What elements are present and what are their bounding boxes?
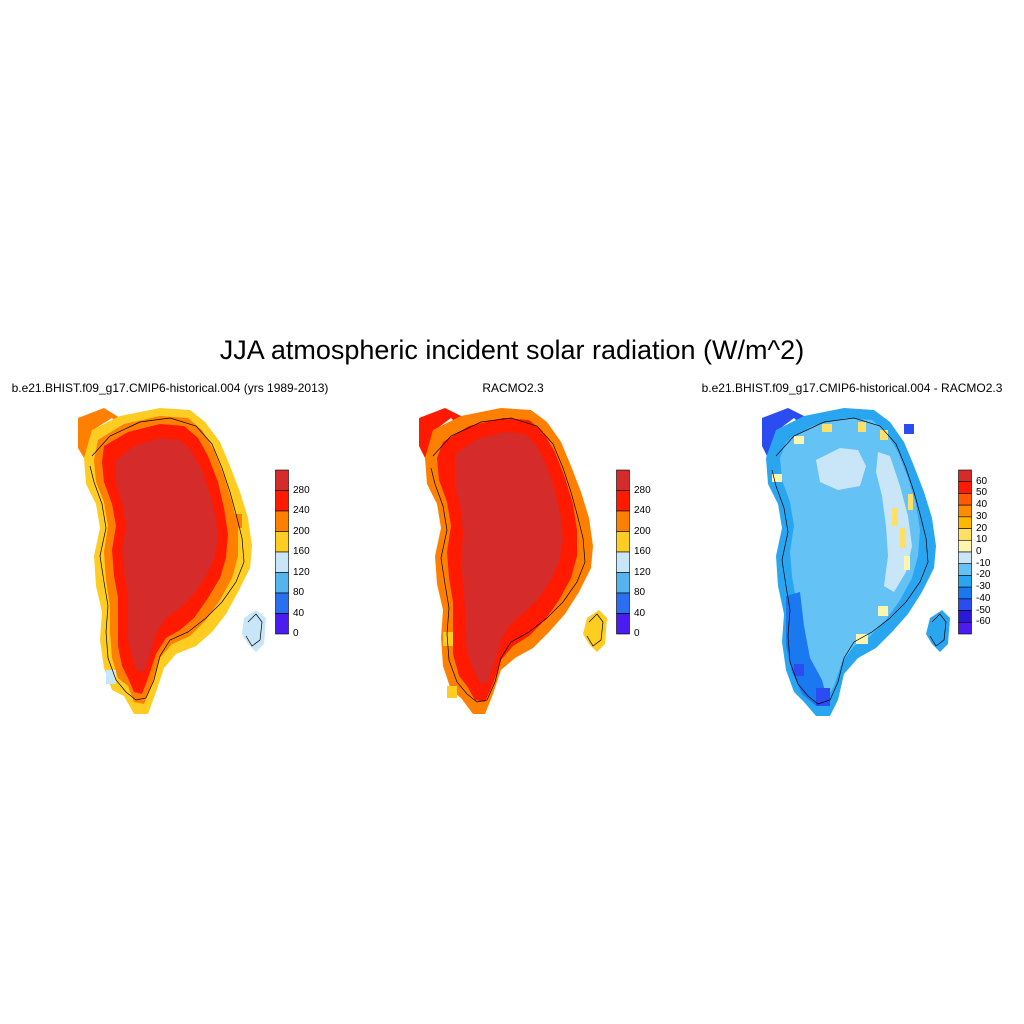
panel-model: b.e21.BHIST.f09_g17.CMIP6-historical.004… <box>0 380 340 720</box>
greenland-map-model <box>78 408 266 714</box>
coastline-difference <box>771 417 929 705</box>
colorbar-swatch <box>958 610 972 623</box>
colorbar-tick-label: 160 <box>634 546 651 557</box>
colorbar-swatch <box>616 592 630 614</box>
map-region-interior-max <box>455 432 563 684</box>
panel-difference: b.e21.BHIST.f09_g17.CMIP6-historical.004… <box>682 380 1022 720</box>
colorbar-swatch <box>616 531 630 553</box>
colorbar-swatch <box>958 586 972 600</box>
colorbar-model: 280 240 200 160 120 80 40 0 <box>275 468 335 639</box>
colorbar-tick-label: -20 <box>976 569 991 581</box>
panel-racmo: RACMO2.3 280 240 200 160 120 80 40 0 <box>343 380 683 720</box>
colorbar-swatch <box>275 613 289 635</box>
figure-title: JJA atmospheric incident solar radiation… <box>219 335 805 365</box>
colorbar-swatch <box>275 572 289 594</box>
colorbar-swatch <box>616 572 630 594</box>
colorbar-swatch <box>275 490 289 512</box>
greenland-map-racmo <box>419 408 607 714</box>
colorbar-tick-label: 200 <box>293 525 310 537</box>
colorbar-difference: 60 50 40 30 20 10 0 -10 -20 -30 -40 -50 -60 <box>958 468 1018 636</box>
colorbar-tick-label: 160 <box>293 546 310 557</box>
colorbar-tick-label: 60 <box>976 475 988 487</box>
colorbar-swatch <box>275 551 289 573</box>
colorbar-tick-label: 0 <box>976 546 982 557</box>
colorbar-tick-label: 240 <box>293 505 310 516</box>
colorbar-swatch <box>616 469 630 491</box>
colorbar-swatch <box>275 592 289 614</box>
colorbar-tick-label: 40 <box>976 499 988 511</box>
map-region-interior-light <box>816 448 866 490</box>
colorbar-swatch <box>958 528 972 541</box>
colorbar-tick-label: 30 <box>976 510 988 522</box>
colorbar-swatches-model <box>275 469 289 635</box>
panel-title-difference: b.e21.BHIST.f09_g17.CMIP6-historical.004… <box>701 381 1003 395</box>
colorbar-tick-label: 280 <box>634 484 651 496</box>
colorbar-swatches-racmo <box>616 469 630 635</box>
map-region-interior-max <box>116 438 218 672</box>
colorbar-tick-label: 0 <box>293 628 299 639</box>
colorbar-swatch <box>616 613 630 635</box>
colorbar-tick-label: 50 <box>976 487 988 499</box>
colorbar-swatch <box>958 621 972 635</box>
greenland-map-difference <box>762 408 950 716</box>
colorbar-swatches-difference <box>958 469 972 635</box>
colorbar-swatch <box>616 551 630 573</box>
colorbar-tick-label: 240 <box>634 505 651 516</box>
colorbar-swatch <box>275 510 289 532</box>
colorbar-tick-label: 200 <box>634 525 651 537</box>
colorbar-swatch <box>958 598 972 611</box>
colorbar-tick-label: -10 <box>976 557 991 569</box>
map-region-se-island <box>583 610 607 652</box>
colorbar-tick-label: -60 <box>976 616 991 628</box>
map-region-se-island <box>926 610 950 652</box>
colorbar-swatch <box>275 469 289 491</box>
colorbar-tick-label: -50 <box>976 604 991 616</box>
colorbar-swatch <box>616 490 630 512</box>
colorbar-racmo: 280 240 200 160 120 80 40 0 <box>616 468 676 639</box>
panel-title-racmo: RACMO2.3 <box>482 381 544 395</box>
colorbar-tick-label: 80 <box>634 587 646 598</box>
colorbar-tick-label: 40 <box>293 607 305 619</box>
colorbar-swatch <box>616 510 630 532</box>
map-region-sw-negative <box>786 592 828 706</box>
colorbar-tick-label: 120 <box>634 566 651 578</box>
colorbar-swatch <box>958 469 972 483</box>
colorbar-tick-label: -40 <box>976 592 991 604</box>
colorbar-swatch <box>275 531 289 553</box>
colorbar-swatch <box>958 563 972 576</box>
colorbar-tick-label: 280 <box>293 484 310 496</box>
coastline-model <box>89 417 245 701</box>
colorbar-tick-label: 10 <box>976 534 988 546</box>
colorbar-swatch <box>958 575 972 588</box>
panel-title-model: b.e21.BHIST.f09_g17.CMIP6-historical.004… <box>11 381 329 395</box>
colorbar-tick-label: 120 <box>293 566 310 578</box>
colorbar-swatch <box>958 516 972 529</box>
colorbar-swatch <box>958 504 972 518</box>
colorbar-swatch <box>958 551 972 565</box>
colorbar-swatch <box>958 481 972 494</box>
colorbar-swatch <box>958 539 972 553</box>
colorbar-tick-label: 20 <box>976 522 988 534</box>
colorbar-tick-label: 80 <box>293 587 305 598</box>
colorbar-tick-label: 0 <box>634 628 640 639</box>
colorbar-tick-label: 40 <box>634 607 646 619</box>
coastline-racmo <box>430 417 586 703</box>
map-region-se-island <box>242 610 266 652</box>
colorbar-tick-label: -30 <box>976 581 991 593</box>
colorbar-swatch <box>958 493 972 506</box>
